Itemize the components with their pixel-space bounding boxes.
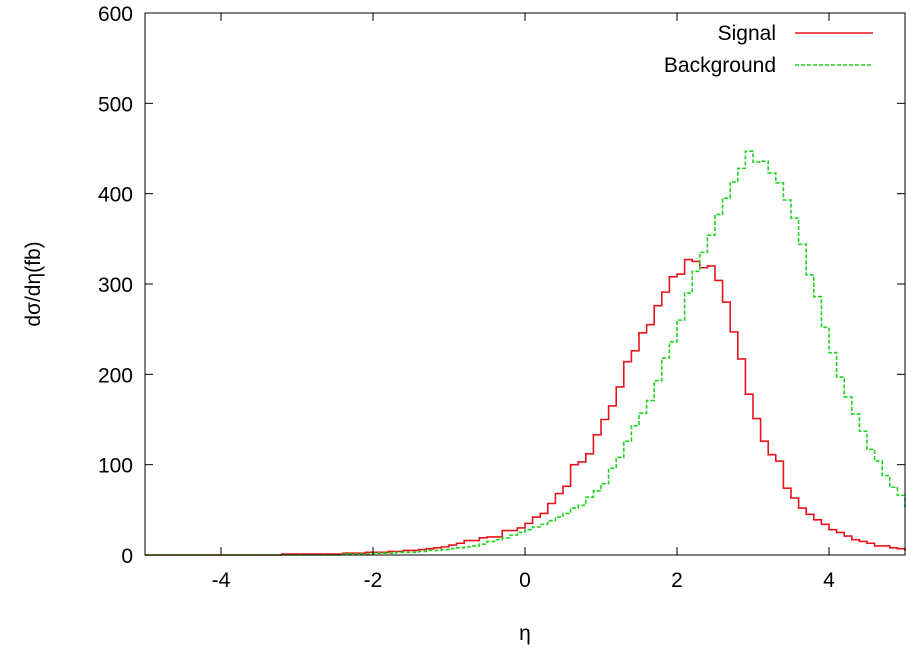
y-tick-label: 0 (121, 545, 133, 568)
x-tick-label: 4 (823, 569, 835, 592)
ticks-layer: -4 -2 0 2 4 0 100 200 300 400 500 600 (98, 3, 905, 592)
x-axis-title: η (519, 622, 531, 645)
legend-label: Background (664, 54, 776, 77)
y-tick-label: 100 (98, 455, 133, 478)
y-tick-label: 400 (98, 184, 133, 207)
y-axis-title: dσ/dη(fb) (22, 241, 45, 326)
legend-label: Signal (718, 22, 776, 45)
x-tick-label: -4 (212, 569, 231, 592)
series-line-signal (145, 258, 906, 556)
series-line-background (145, 150, 906, 556)
x-tick-label: 0 (519, 569, 531, 592)
legend: Signal Background (664, 22, 873, 77)
series-layer (145, 150, 906, 556)
x-tick-label: 2 (671, 569, 683, 592)
y-tick-label: 600 (98, 3, 133, 26)
axes-layer (144, 12, 906, 556)
x-tick-label: -2 (364, 569, 383, 592)
y-tick-label: 300 (98, 274, 133, 297)
plot-frame (144, 12, 906, 556)
y-tick-label: 200 (98, 364, 133, 387)
y-tick-label: 500 (98, 93, 133, 116)
